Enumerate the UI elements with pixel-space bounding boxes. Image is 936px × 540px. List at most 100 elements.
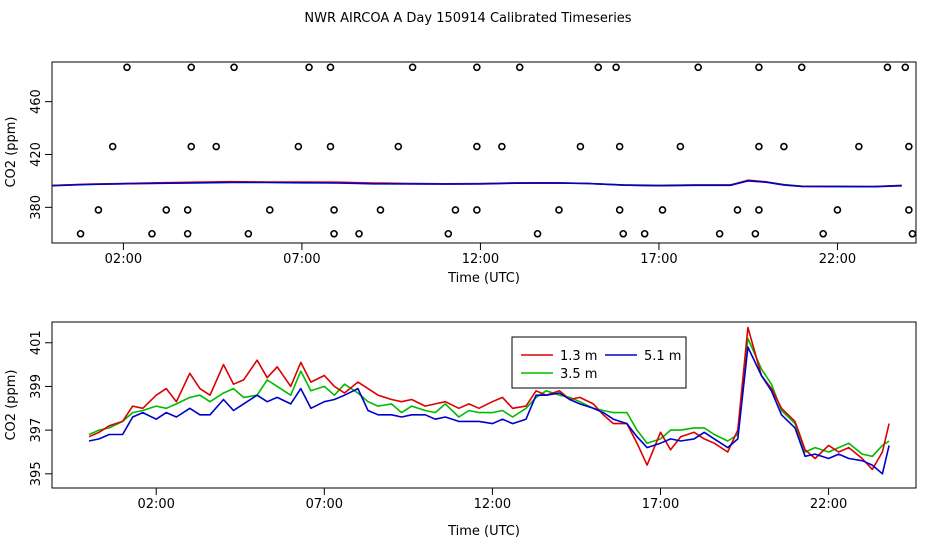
- reference-point: [187, 63, 196, 72]
- figure-title: NWR AIRCOA A Day 150914 Calibrated Times…: [304, 11, 631, 26]
- reference-point: [123, 63, 131, 72]
- top-y-tick-label: 380: [29, 195, 44, 220]
- reference-point: [408, 63, 417, 72]
- bottom-x-tick-label: 12:00: [474, 497, 511, 512]
- reference-point: [908, 229, 917, 238]
- bottom-plot-frame: [51, 321, 917, 489]
- reference-point: [473, 206, 481, 214]
- reference-point: [473, 63, 481, 72]
- top-y-tick-label: 460: [29, 89, 44, 114]
- reference-point: [855, 142, 863, 151]
- top-x-tick-label: 07:00: [283, 252, 320, 267]
- bottom-x-axis: 02:00 07:00 12:00 17:00 22:00: [137, 488, 847, 512]
- bottom-series-line-3-5m: [88, 337, 890, 458]
- reference-point: [376, 206, 385, 214]
- top-x-tick-label: 17:00: [640, 252, 677, 267]
- bottom-y-axis: 395 397 399 401: [29, 330, 52, 486]
- reference-point: [658, 206, 667, 214]
- top-x-axis: 02:00 07:00 12:00 17:00 22:00: [105, 243, 856, 267]
- reference-point: [451, 206, 460, 214]
- top-x-tick-label: 12:00: [462, 252, 499, 267]
- reference-point: [619, 229, 628, 238]
- reference-point: [676, 142, 685, 151]
- reference-point: [326, 142, 335, 151]
- bottom-panel: 02:00 07:00 12:00 17:00 22:00 395 397 399 401 T…: [4, 321, 917, 539]
- legend-label-5-1m: 5.1 m: [644, 349, 681, 364]
- top-panel: 02:00 07:00 12:00 17:00 22:00 380 420 460 Time…: [4, 61, 917, 286]
- reference-point: [594, 63, 603, 72]
- bottom-series-line-5-1m: [88, 346, 890, 475]
- top-x-tick-label: 22:00: [819, 252, 856, 267]
- reference-point: [755, 63, 763, 72]
- reference-point: [615, 206, 624, 214]
- reference-point: [394, 142, 403, 151]
- reference-point: [94, 206, 103, 214]
- reference-point: [187, 142, 196, 151]
- reference-point: [640, 229, 649, 238]
- reference-point: [330, 206, 338, 214]
- reference-point: [515, 63, 524, 72]
- reference-point: [265, 206, 274, 214]
- bottom-y-tick-label: 395: [29, 461, 44, 486]
- reference-point: [833, 206, 842, 214]
- reference-point: [212, 142, 221, 151]
- top-y-tick-label: 420: [29, 142, 44, 167]
- legend-label-3-5m: 3.5 m: [560, 367, 597, 382]
- reference-point: [751, 229, 760, 238]
- reference-point: [576, 142, 585, 151]
- top-y-axis-label: CO2 (ppm): [4, 116, 19, 187]
- bottom-y-tick-label: 399: [29, 374, 44, 399]
- reference-point: [883, 63, 892, 72]
- reference-point: [615, 142, 624, 151]
- reference-point: [294, 142, 303, 151]
- reference-point: [244, 229, 253, 238]
- reference-point: [901, 63, 910, 72]
- bottom-series-line-1-3m: [88, 326, 890, 471]
- reference-point: [305, 63, 313, 72]
- bottom-series-lines: [88, 326, 890, 475]
- legend-label-1-3m: 1.3 m: [560, 349, 597, 364]
- reference-point: [326, 63, 335, 72]
- reference-point: [355, 229, 363, 238]
- top-y-axis: 380 420 460: [29, 89, 52, 220]
- reference-point: [755, 206, 763, 214]
- reference-point: [780, 142, 788, 151]
- reference-point: [755, 142, 763, 151]
- top-series-lines: [51, 179, 902, 188]
- bottom-x-tick-label: 22:00: [810, 497, 847, 512]
- reference-point: [444, 229, 453, 238]
- bottom-x-axis-label: Time (UTC): [447, 524, 520, 539]
- reference-point: [533, 229, 542, 238]
- bottom-y-tick-label: 401: [29, 330, 44, 355]
- reference-point: [715, 229, 724, 238]
- legend-box: [511, 336, 687, 389]
- top-reference-markers: [76, 63, 917, 238]
- reference-point: [330, 229, 338, 238]
- reference-point: [694, 63, 703, 72]
- bottom-x-tick-label: 17:00: [642, 497, 679, 512]
- top-x-tick-label: 02:00: [105, 252, 142, 267]
- legend: 1.3 m 5.1 m 3.5 m: [511, 336, 687, 389]
- top-plot-frame: [51, 61, 917, 244]
- bottom-y-axis-label: CO2 (ppm): [4, 369, 19, 440]
- reference-point: [819, 229, 827, 238]
- reference-point: [108, 142, 117, 151]
- reference-point: [555, 206, 563, 214]
- reference-point: [905, 142, 913, 151]
- reference-point: [148, 229, 156, 238]
- reference-point: [183, 229, 192, 238]
- reference-point: [76, 229, 85, 238]
- reference-point: [162, 206, 171, 214]
- top-x-axis-label: Time (UTC): [447, 271, 520, 286]
- bottom-y-tick-label: 397: [29, 418, 44, 443]
- reference-point: [905, 206, 913, 214]
- top-series-line-5-1m: [51, 180, 902, 188]
- reference-point: [797, 63, 806, 72]
- reference-point: [612, 63, 620, 72]
- bottom-x-tick-label: 02:00: [137, 497, 174, 512]
- reference-point: [733, 206, 742, 214]
- reference-point: [183, 206, 192, 214]
- reference-point: [230, 63, 238, 72]
- bottom-x-tick-label: 07:00: [306, 497, 343, 512]
